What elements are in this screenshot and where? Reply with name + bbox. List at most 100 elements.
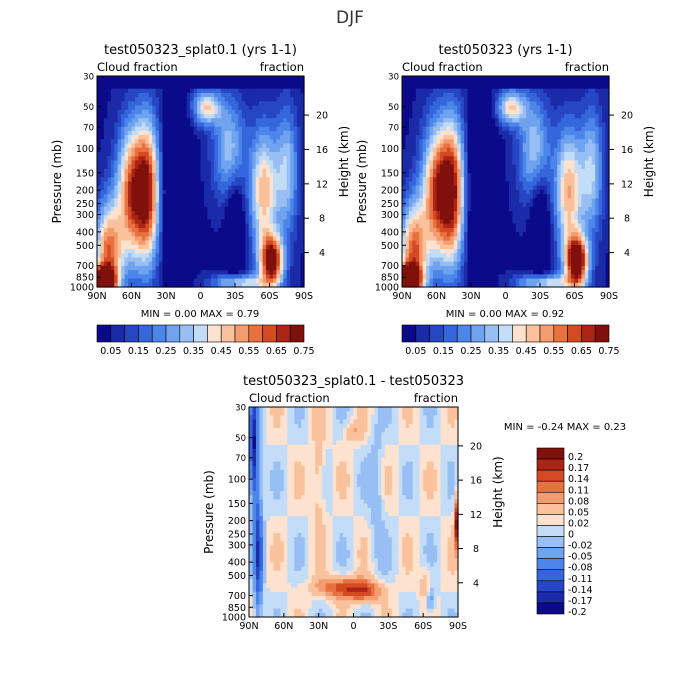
heatmap-cell [121, 160, 126, 166]
heatmap-cell [221, 105, 226, 111]
heatmap-cell [221, 278, 226, 284]
heatmap-cell [252, 126, 257, 132]
heatmap-cell [471, 219, 476, 225]
heatmap-cell [300, 211, 305, 216]
heatmap-cell [522, 122, 527, 128]
heatmap-cell [283, 122, 288, 128]
heatmap-cell [124, 101, 129, 107]
heatmap-cell [457, 223, 462, 229]
heatmap-cell [159, 249, 164, 254]
heatmap-cell [107, 223, 112, 229]
heatmap-cell [429, 139, 434, 145]
heatmap-cell [124, 181, 129, 187]
heatmap-cell [200, 198, 205, 204]
heatmap-cell [248, 261, 253, 267]
heatmap-cell [176, 244, 181, 250]
heatmap-cell [286, 244, 291, 250]
heatmap-cell [155, 257, 160, 263]
heatmap-cell [443, 151, 448, 157]
heatmap-cell [207, 88, 212, 94]
heatmap-cell [481, 240, 486, 246]
heatmap-cell [190, 227, 195, 233]
heatmap-cell [481, 282, 486, 288]
heatmap-cell [162, 151, 167, 157]
heatmap-cell [159, 80, 164, 86]
heatmap-cell [408, 84, 413, 90]
heatmap-cell [488, 76, 493, 81]
heatmap-cell [415, 88, 420, 94]
heatmap-cell [169, 118, 174, 124]
heatmap-cell [110, 202, 115, 208]
heatmap-cell [408, 219, 413, 225]
heatmap-cell [266, 223, 271, 229]
heatmap-cell [124, 270, 129, 275]
heatmap-cell [238, 168, 243, 174]
heatmap-cell [498, 206, 503, 212]
heatmap-cell [290, 130, 295, 136]
heatmap-cell [162, 80, 167, 86]
heatmap-cell [286, 270, 291, 275]
heatmap-cell [148, 76, 153, 81]
heatmap-cell [228, 160, 233, 166]
heatmap-cell [97, 130, 102, 136]
heatmap-cell [145, 227, 150, 233]
heatmap-cell [436, 244, 441, 250]
heatmap-cell [481, 88, 486, 94]
heatmap-cell [200, 227, 205, 233]
heatmap-cell [259, 88, 264, 94]
heatmap-cell [262, 88, 267, 94]
heatmap-cell [436, 257, 441, 263]
heatmap-cell [252, 160, 257, 166]
heatmap-cell [183, 232, 188, 237]
heatmap-cell [117, 194, 122, 199]
heatmap-cell [169, 156, 174, 161]
heatmap-cell [179, 84, 184, 90]
heatmap-cell [131, 223, 136, 229]
heatmap-cell [433, 261, 438, 267]
heatmap-cell [210, 282, 215, 288]
heatmap-cell [145, 118, 150, 124]
heatmap-cell [279, 173, 284, 178]
heatmap-cell [477, 160, 482, 166]
heatmap-cell [110, 232, 115, 237]
heatmap-cell [464, 113, 469, 119]
heatmap-cell [484, 130, 489, 136]
heatmap-cell [224, 206, 229, 212]
heatmap-cell [443, 198, 448, 204]
heatmap-cell [235, 198, 240, 204]
heatmap-cell [443, 253, 448, 259]
heatmap-cell [162, 265, 167, 271]
heatmap-cell [522, 265, 527, 271]
heatmap-cell [100, 257, 105, 263]
heatmap-cell [477, 253, 482, 259]
heatmap-cell [252, 164, 257, 170]
heatmap-cell [231, 156, 236, 161]
heatmap-cell [512, 278, 517, 284]
heatmap-cell [190, 109, 195, 115]
heatmap-cell [415, 215, 420, 221]
heatmap-cell [259, 232, 264, 237]
heatmap-cell [460, 135, 465, 140]
heatmap-cell [238, 211, 243, 216]
heatmap-cell [200, 219, 205, 225]
heatmap-cell [141, 130, 146, 136]
heatmap-cell [224, 151, 229, 157]
heatmap-cell [103, 160, 108, 166]
heatmap-cell [152, 109, 157, 115]
heatmap-cell [245, 147, 250, 153]
heatmap-cell [262, 101, 267, 107]
heatmap-cell [97, 80, 102, 86]
heatmap-cell [491, 206, 496, 212]
heatmap-cell [166, 282, 171, 288]
heatmap-cell [412, 215, 417, 221]
heatmap-cell [415, 130, 420, 136]
heatmap-cell [443, 194, 448, 199]
heatmap-cell [134, 84, 139, 90]
heatmap-cell [148, 92, 153, 98]
heatmap-cell [124, 278, 129, 284]
heatmap-cell [457, 232, 462, 237]
heatmap-cell [422, 223, 427, 229]
heatmap-cell [114, 147, 119, 153]
heatmap-cell [193, 253, 198, 259]
heatmap-cell [426, 206, 431, 212]
